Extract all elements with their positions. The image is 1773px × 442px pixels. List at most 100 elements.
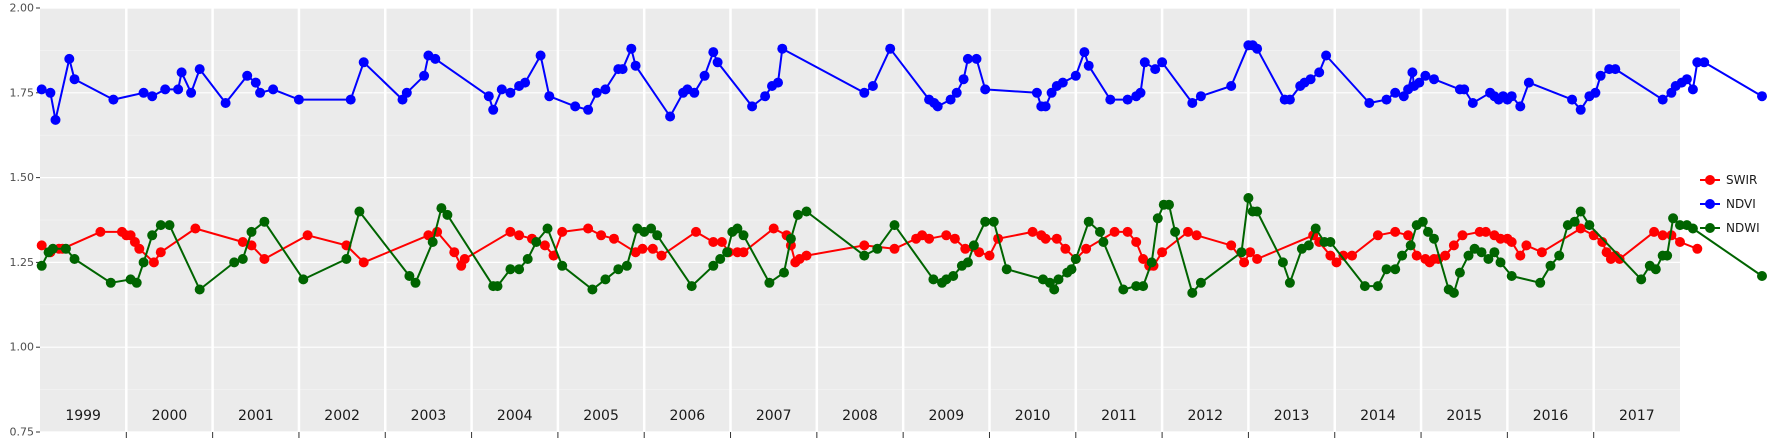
data-point-ndvi	[69, 74, 80, 85]
data-point-ndvi	[138, 87, 149, 98]
data-point-swir	[539, 240, 550, 251]
data-point-swir	[449, 247, 460, 258]
data-point-swir	[1252, 254, 1263, 264]
data-point-ndwi	[708, 260, 719, 271]
year-label: 2017	[1619, 408, 1655, 424]
data-point-ndvi	[1506, 91, 1517, 102]
data-point-swir	[1325, 250, 1336, 261]
data-point-ndvi	[1105, 94, 1116, 105]
legend-item-ndwi: NDWI	[1700, 221, 1760, 235]
legend-key-point	[1705, 223, 1715, 233]
data-point-ndwi	[1636, 274, 1647, 285]
data-point-ndvi	[617, 64, 628, 75]
data-point-ndvi	[699, 70, 710, 81]
data-point-ndwi	[1757, 271, 1767, 281]
data-point-swir	[738, 247, 749, 258]
data-point-ndwi	[1195, 277, 1206, 288]
data-point-ndvi	[1079, 47, 1090, 58]
legend-item-ndvi: NDVI	[1700, 197, 1756, 211]
data-point-ndwi	[792, 209, 803, 220]
data-point-ndvi	[255, 87, 266, 98]
data-point-ndvi	[971, 53, 982, 64]
data-point-ndwi	[715, 254, 726, 264]
data-point-ndvi	[430, 53, 441, 64]
data-point-swir	[358, 257, 369, 268]
data-point-ndvi	[665, 111, 676, 122]
data-point-ndvi	[505, 87, 516, 98]
data-point-swir	[557, 226, 568, 237]
data-point-ndvi	[268, 84, 279, 95]
data-point-ndvi	[951, 87, 962, 98]
data-point-ndwi	[105, 277, 116, 288]
data-point-ndvi	[173, 84, 184, 95]
data-point-ndvi	[630, 60, 641, 71]
data-point-swir	[1506, 237, 1517, 247]
data-point-swir	[1060, 243, 1071, 254]
data-point-ndwi	[1187, 287, 1198, 298]
data-point-ndvi	[626, 43, 637, 54]
data-point-ndwi	[1170, 226, 1181, 237]
data-point-swir	[1122, 226, 1133, 237]
data-point-ndwi	[1243, 193, 1254, 203]
y-tick-label: 1.00	[10, 341, 35, 354]
data-point-ndwi	[1152, 213, 1163, 224]
data-point-ndwi	[1454, 267, 1465, 278]
data-point-swir	[1588, 230, 1599, 241]
series-swir	[36, 223, 1703, 271]
data-point-swir	[1480, 226, 1491, 237]
data-point-ndvi	[1523, 77, 1534, 88]
data-point-ndvi	[1381, 94, 1392, 105]
data-point-ndvi	[600, 84, 611, 95]
data-point-ndwi	[600, 274, 611, 285]
data-point-swir	[974, 247, 985, 258]
data-point-ndvi	[45, 87, 56, 98]
data-point-ndwi	[138, 257, 149, 268]
data-point-ndvi	[194, 64, 205, 75]
data-point-swir	[1191, 230, 1202, 241]
data-point-ndvi	[1429, 74, 1439, 85]
data-point-ndwi	[1584, 220, 1595, 231]
data-point-ndwi	[514, 264, 525, 275]
data-point-swir	[259, 254, 270, 264]
year-label: 2012	[1187, 408, 1223, 424]
data-point-swir	[949, 233, 960, 244]
data-point-ndvi	[419, 70, 430, 81]
data-point-ndwi	[948, 271, 959, 281]
data-point-ndwi	[1569, 216, 1580, 227]
data-point-ndwi	[36, 260, 47, 271]
data-point-swir	[155, 247, 166, 258]
data-point-ndvi	[483, 91, 494, 102]
data-point-ndwi	[1506, 271, 1517, 281]
data-point-ndwi	[980, 216, 991, 227]
data-point-ndvi	[583, 104, 594, 115]
data-point-ndvi	[689, 87, 700, 98]
data-point-ndvi	[488, 104, 499, 115]
year-label: 2004	[497, 408, 533, 424]
data-point-ndvi	[1515, 101, 1526, 112]
data-point-ndwi	[1545, 260, 1556, 271]
data-point-swir	[924, 233, 935, 244]
data-point-ndvi	[535, 50, 546, 61]
data-point-ndvi	[160, 84, 171, 95]
data-point-swir	[1347, 250, 1357, 261]
data-point-ndwi	[1575, 206, 1586, 217]
data-point-ndvi	[36, 84, 47, 95]
y-tick-label: 1.50	[10, 171, 35, 184]
data-point-swir	[583, 223, 594, 234]
data-point-ndwi	[1049, 284, 1060, 295]
data-point-ndvi	[777, 43, 788, 54]
data-point-ndwi	[164, 220, 175, 231]
data-point-ndvi	[1681, 74, 1692, 85]
data-point-ndwi	[341, 254, 352, 264]
data-point-ndwi	[1359, 281, 1370, 292]
data-point-ndwi	[531, 237, 542, 247]
data-point-ndvi	[1407, 67, 1418, 78]
data-point-ndvi	[1057, 77, 1068, 88]
year-labels: 1999 2000 2001 2002 2003 2004 2005 2006 2007 2008…	[65, 408, 1654, 424]
data-point-ndwi	[1423, 226, 1433, 237]
data-point-swir	[1457, 230, 1468, 241]
data-point-ndwi	[410, 277, 421, 288]
data-point-ndvi	[1150, 64, 1161, 75]
data-point-ndwi	[859, 250, 870, 261]
data-point-ndvi	[708, 47, 719, 58]
